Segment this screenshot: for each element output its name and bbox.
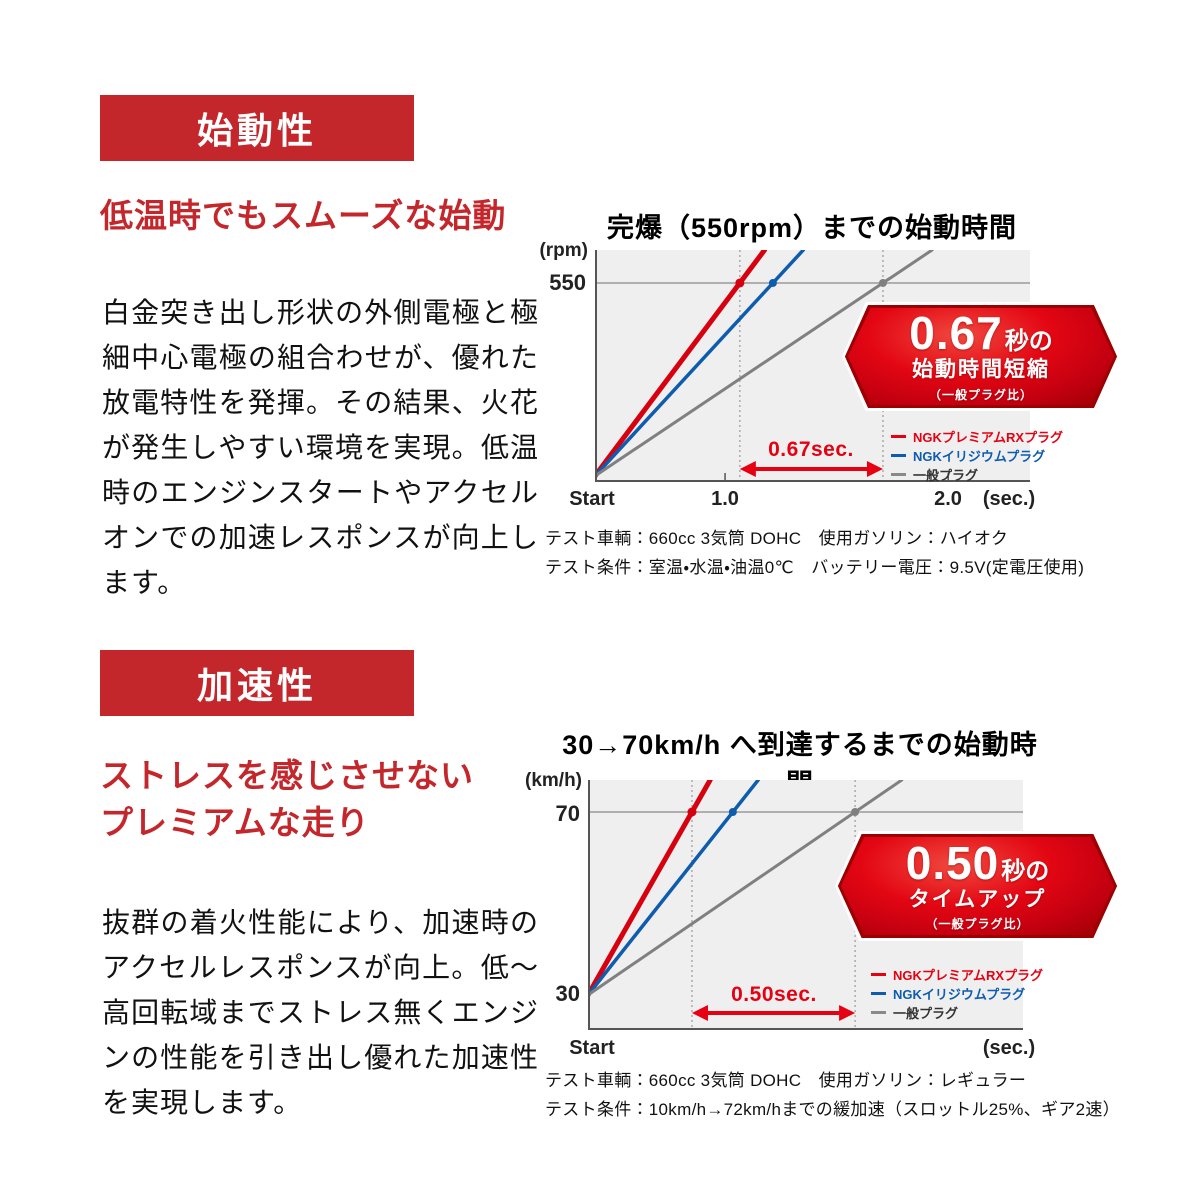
badge-note: （一般プラグ比） xyxy=(925,917,1030,932)
legend-dash-gray xyxy=(871,1010,886,1014)
chart2-y-threshold-label: 70 xyxy=(555,801,580,826)
chart1-y-threshold-label: 550 xyxy=(549,270,586,295)
badge-value-suffix: 秒の xyxy=(1001,857,1050,885)
body-startability: 白金突き出し形状の外側電極と極細中心電極の組合わせが、優れた放電特性を発揮。その… xyxy=(102,297,539,598)
chart2-y-unit-label: (km/h) xyxy=(525,770,582,791)
badge-fill xyxy=(841,837,1114,935)
test-note-line: テスト車輌：660cc 3気筒 DOHC 使用ガソリン：レギュラー xyxy=(545,1071,1027,1090)
test-note-line: テスト条件：10km/h→72km/hまでの緩加速（スロットル25%、ギア2速） xyxy=(545,1100,1120,1119)
chart1-x-start-label: Start xyxy=(569,488,615,510)
heading-startability: 低温時でもスムーズな始動 xyxy=(100,192,506,239)
chart1-title: 完爆（550rpm）までの始動時間 xyxy=(606,213,1018,243)
legend-item-standard: 一般プラグ xyxy=(891,467,1063,483)
badge-value: 0.50 xyxy=(905,836,1000,889)
test-note-line: テスト車輌：660cc 3気筒 DOHC 使用ガソリン：ハイオク xyxy=(545,529,1009,548)
chart1-y-unit-label: (rpm) xyxy=(539,240,588,261)
legend-label: 一般プラグ xyxy=(893,1005,959,1021)
chart2-x-unit-label: (sec.) xyxy=(982,1037,1036,1059)
test-note-line: テスト条件：室温・水温・油温0℃ バッテリー電圧：9.5V(定電圧使用) xyxy=(545,558,1085,577)
badge-fill xyxy=(848,308,1114,405)
badge-text: 0.50 秒の タイムアップ （一般プラグ比） xyxy=(835,831,1120,941)
badge-caption: タイムアップ xyxy=(908,887,1047,911)
chart2-y-origin-label: 30 xyxy=(555,981,580,1006)
legend-label: NGKプレミアムRXプラグ xyxy=(913,429,1064,445)
section-tag-startability: 始動性 xyxy=(100,95,414,161)
legend-label: 一般プラグ xyxy=(913,467,979,483)
legend-dash-gray xyxy=(891,472,906,476)
heading-line: プレミアムな走り xyxy=(100,804,370,841)
chart2-test-notes: テスト車輌：660cc 3気筒 DOHC 使用ガソリン：レギュラー テスト条件：… xyxy=(545,1066,1185,1124)
legend-item-premium-rx: NGKプレミアムRXプラグ xyxy=(891,429,1064,445)
legend-label: NGKプレミアムRXプラグ xyxy=(893,967,1044,983)
chart1-legend: NGKプレミアムRXプラグ NGKイリジウムプラグ 一般プラグ xyxy=(891,429,1064,483)
legend-item-standard: 一般プラグ xyxy=(871,1005,1043,1021)
section-tag-label: 加速性 xyxy=(196,665,317,706)
chart1-x-tick-2: 2.0 xyxy=(934,488,962,510)
improvement-badge-startability: 0.67 秒の 始動時間短縮 （一般プラグ比） xyxy=(842,302,1120,411)
chart2-x-start-label: Start xyxy=(569,1037,615,1059)
legend-item-iridium: NGKイリジウムプラグ xyxy=(871,986,1043,1002)
badge-caption: 始動時間短縮 xyxy=(912,358,1050,382)
chart1-x-tick-1: 1.0 xyxy=(711,488,739,510)
section-tag-label: 始動性 xyxy=(196,110,317,151)
chart1-x-unit-label: (sec.) xyxy=(982,488,1036,510)
section-tag-acceleration: 加速性 xyxy=(100,650,414,716)
legend-item-iridium: NGKイリジウムプラグ xyxy=(891,448,1063,464)
legend-dash-blue xyxy=(891,453,906,457)
chart1-gap-label: 0.67sec. xyxy=(768,438,854,461)
badge-note: （一般プラグ比） xyxy=(928,387,1033,402)
legend-label: NGKイリジウムプラグ xyxy=(893,986,1026,1002)
chart2-legend: NGKプレミアムRXプラグ NGKイリジウムプラグ 一般プラグ xyxy=(871,967,1044,1021)
body-acceleration: 抜群の着火性能により、加速時のアクセルレスポンスが向上。低～高回転域までストレス… xyxy=(102,907,539,1118)
legend-item-premium-rx: NGKプレミアムRXプラグ xyxy=(871,967,1044,983)
heading-line: ストレスを感じさせない xyxy=(100,757,474,794)
chart2-gap-label: 0.50sec. xyxy=(731,983,817,1006)
legend-label: NGKイリジウムプラグ xyxy=(913,448,1046,464)
heading-acceleration: ストレスを感じさせない プレミアムな走り xyxy=(100,752,474,846)
badge-value: 0.67 xyxy=(909,307,1003,360)
badge-value-suffix: 秒の xyxy=(1004,328,1053,356)
chart1-test-notes: テスト車輌：660cc 3気筒 DOHC 使用ガソリン：ハイオク テスト条件：室… xyxy=(545,524,1185,582)
legend-dash-red xyxy=(891,434,906,438)
improvement-badge-acceleration: 0.50 秒の タイムアップ （一般プラグ比） xyxy=(835,831,1120,941)
badge-text: 0.67 秒の 始動時間短縮 （一般プラグ比） xyxy=(842,302,1120,411)
legend-dash-blue xyxy=(871,991,886,995)
heading-line: 低温時でもスムーズな始動 xyxy=(100,197,507,234)
legend-dash-red xyxy=(871,972,886,976)
